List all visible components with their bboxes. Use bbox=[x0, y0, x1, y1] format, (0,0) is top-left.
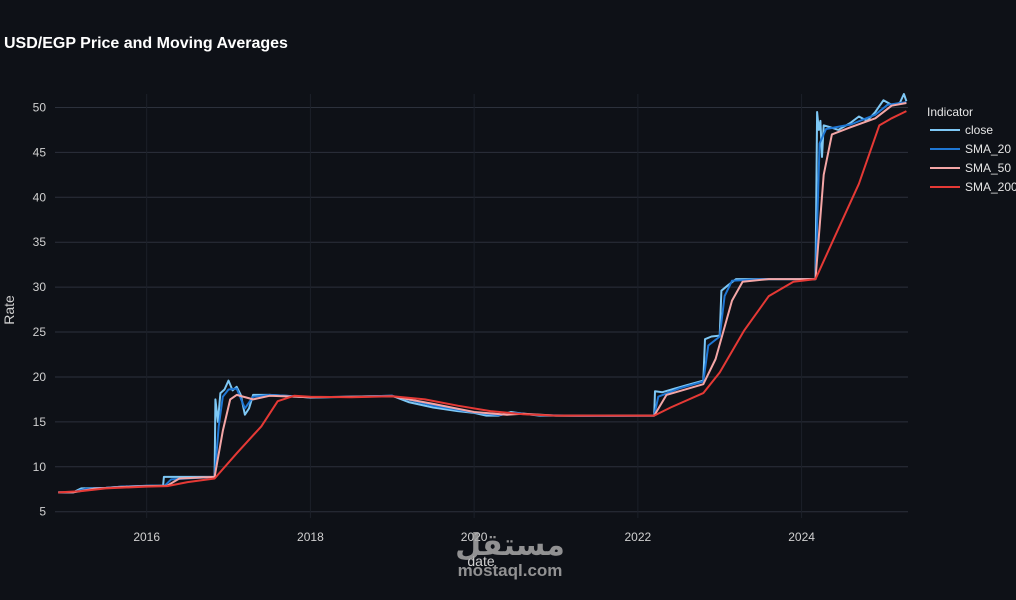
watermark-latin: mostaql.com bbox=[457, 561, 563, 580]
y-axis-label: Rate bbox=[1, 295, 17, 325]
legend-title: Indicator bbox=[927, 105, 973, 119]
legend[interactable]: Indicator close SMA_20 SMA_50 SMA_200 bbox=[927, 105, 1016, 194]
y-tick-label: 45 bbox=[33, 145, 47, 159]
series-line-close bbox=[58, 93, 908, 494]
series-line-sma-200 bbox=[58, 110, 907, 494]
y-tick-label: 35 bbox=[33, 235, 47, 249]
x-tick-label: 2022 bbox=[625, 530, 652, 544]
legend-item-sma-50[interactable]: SMA_50 bbox=[930, 161, 1011, 175]
x-tick-label: 2018 bbox=[297, 530, 324, 544]
watermark-logo: مستقل mostaql.com bbox=[445, 530, 575, 580]
x-tick-label: 2016 bbox=[133, 530, 160, 544]
y-tick-label: 10 bbox=[33, 460, 47, 474]
y-tick-label: 20 bbox=[33, 370, 47, 384]
legend-label: close bbox=[965, 123, 993, 137]
series-line-sma-50 bbox=[58, 102, 907, 494]
series-lines bbox=[58, 93, 908, 494]
legend-label: SMA_20 bbox=[965, 142, 1011, 156]
legend-item-close[interactable]: close bbox=[930, 123, 993, 137]
y-tick-label: 50 bbox=[33, 100, 47, 114]
legend-label: SMA_50 bbox=[965, 161, 1011, 175]
y-tick-label: 5 bbox=[39, 505, 46, 519]
gridlines bbox=[55, 94, 908, 518]
y-axis-ticks: 5 10 15 20 25 30 35 40 45 50 bbox=[33, 100, 47, 518]
series-line-sma-20 bbox=[58, 101, 907, 494]
legend-item-sma-20[interactable]: SMA_20 bbox=[930, 142, 1011, 156]
y-tick-label: 15 bbox=[33, 415, 47, 429]
legend-label: SMA_200 bbox=[965, 180, 1016, 194]
x-axis-label: date bbox=[467, 553, 494, 569]
x-tick-label: 2020 bbox=[461, 530, 488, 544]
chart-title: USD/EGP Price and Moving Averages bbox=[4, 35, 288, 52]
legend-item-sma-200[interactable]: SMA_200 bbox=[930, 180, 1016, 194]
y-tick-label: 40 bbox=[33, 190, 47, 204]
watermark-arabic: مستقل bbox=[455, 528, 565, 563]
y-tick-label: 30 bbox=[33, 280, 47, 294]
x-axis-ticks: 2016 2018 2020 2022 2024 bbox=[133, 530, 815, 544]
y-tick-label: 25 bbox=[33, 325, 47, 339]
x-tick-label: 2024 bbox=[788, 530, 815, 544]
